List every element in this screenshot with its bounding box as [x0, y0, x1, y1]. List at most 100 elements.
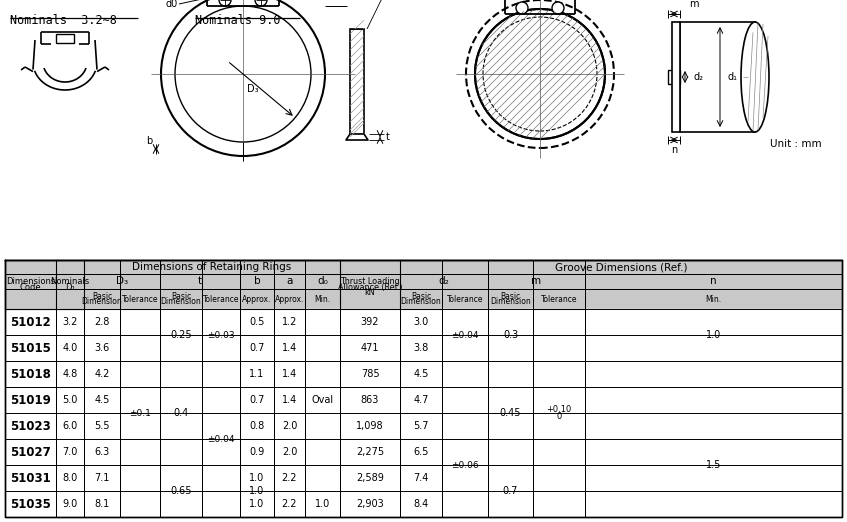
Text: 1.0: 1.0	[249, 486, 264, 496]
Polygon shape	[202, 361, 240, 517]
Polygon shape	[346, 134, 368, 140]
Text: Code: Code	[19, 283, 42, 292]
Text: 1.4: 1.4	[282, 395, 297, 405]
Circle shape	[516, 2, 528, 14]
Text: Tolerance: Tolerance	[202, 294, 239, 303]
Text: 4.5: 4.5	[413, 369, 429, 379]
Text: 1,098: 1,098	[357, 421, 384, 431]
Text: Basic: Basic	[501, 292, 521, 301]
Text: D₁: D₁	[65, 283, 75, 292]
Text: ±0.03: ±0.03	[208, 330, 235, 339]
Polygon shape	[489, 361, 533, 465]
Text: 471: 471	[361, 343, 379, 353]
Text: Groove Dimensions (Ref.): Groove Dimensions (Ref.)	[555, 262, 687, 272]
Polygon shape	[534, 361, 584, 465]
Text: 51012: 51012	[10, 315, 51, 328]
Text: 1.1: 1.1	[249, 369, 264, 379]
Text: Allowance (Ref.): Allowance (Ref.)	[338, 282, 402, 292]
Text: 0: 0	[556, 412, 562, 421]
Text: 392: 392	[361, 317, 379, 327]
Text: 51035: 51035	[10, 497, 51, 511]
Text: d₂: d₂	[693, 72, 703, 82]
Text: Basic: Basic	[91, 292, 112, 301]
Text: Dimension: Dimension	[401, 297, 441, 306]
Text: 0.9: 0.9	[249, 447, 264, 457]
Text: 3.0: 3.0	[413, 317, 429, 327]
Text: Nominals: Nominals	[50, 277, 90, 286]
Text: d₀: d₀	[317, 277, 328, 287]
Text: 6.0: 6.0	[63, 421, 78, 431]
Text: D₃: D₃	[116, 277, 128, 287]
Polygon shape	[442, 310, 488, 361]
Text: 2.2: 2.2	[282, 499, 297, 509]
Text: 0.4: 0.4	[174, 408, 189, 418]
Text: Dimension: Dimension	[161, 297, 202, 306]
Text: ±0.1: ±0.1	[129, 409, 151, 418]
Text: 51018: 51018	[10, 367, 51, 381]
Text: Dimensions of Retaining Rings: Dimensions of Retaining Rings	[132, 262, 291, 272]
Text: 0.65: 0.65	[170, 486, 191, 496]
Polygon shape	[202, 310, 240, 361]
Circle shape	[475, 9, 605, 139]
Polygon shape	[5, 260, 842, 274]
Polygon shape	[241, 466, 274, 517]
Polygon shape	[306, 310, 340, 491]
Text: 1.2: 1.2	[282, 317, 297, 327]
Text: 2.0: 2.0	[282, 447, 297, 457]
Text: Tolerance: Tolerance	[122, 294, 158, 303]
Bar	[56, 34, 74, 43]
Text: 6.3: 6.3	[94, 447, 109, 457]
Polygon shape	[442, 413, 488, 517]
Text: 2,589: 2,589	[356, 473, 384, 483]
Polygon shape	[5, 289, 842, 309]
Text: 7.0: 7.0	[63, 447, 78, 457]
Text: 3.8: 3.8	[413, 343, 429, 353]
Polygon shape	[160, 466, 202, 517]
Circle shape	[552, 2, 564, 14]
Polygon shape	[306, 491, 340, 517]
Text: 3.2: 3.2	[63, 317, 78, 327]
Text: 0.45: 0.45	[500, 408, 521, 418]
Text: Unit : mm: Unit : mm	[770, 139, 822, 149]
Text: 0.7: 0.7	[249, 343, 264, 353]
Text: ±0.04: ±0.04	[208, 434, 235, 444]
Text: 51019: 51019	[10, 394, 51, 407]
Text: 1.0: 1.0	[706, 330, 721, 340]
Text: b: b	[146, 136, 152, 146]
Text: 9.0: 9.0	[63, 499, 78, 509]
Text: t: t	[198, 277, 202, 287]
Text: d₂: d₂	[439, 277, 450, 287]
Text: 4.7: 4.7	[413, 395, 429, 405]
Text: 1.4: 1.4	[282, 369, 297, 379]
Text: Min.: Min.	[706, 294, 722, 303]
Text: Nominals 9.0: Nominals 9.0	[195, 14, 280, 27]
Text: a: a	[348, 0, 354, 1]
Text: 51031: 51031	[10, 471, 51, 484]
Text: Tolerance: Tolerance	[446, 294, 484, 303]
Text: 7.1: 7.1	[94, 473, 110, 483]
Text: 2,903: 2,903	[356, 499, 384, 509]
Text: 0.3: 0.3	[503, 330, 518, 340]
Text: 1.0: 1.0	[249, 473, 264, 483]
Text: 4.8: 4.8	[63, 369, 78, 379]
Text: 5.0: 5.0	[63, 395, 78, 405]
Polygon shape	[160, 361, 202, 465]
Polygon shape	[489, 310, 533, 361]
Text: 51027: 51027	[10, 445, 51, 458]
Text: Basic: Basic	[411, 292, 431, 301]
Text: 7.4: 7.4	[413, 473, 429, 483]
Text: 5.7: 5.7	[413, 421, 429, 431]
Text: 8.1: 8.1	[94, 499, 109, 509]
Text: Approx.: Approx.	[242, 294, 272, 303]
Text: 2.8: 2.8	[94, 317, 110, 327]
Polygon shape	[5, 274, 842, 289]
Text: 2.2: 2.2	[282, 473, 297, 483]
Text: 4.5: 4.5	[94, 395, 110, 405]
Text: 0.5: 0.5	[249, 317, 264, 327]
Text: 785: 785	[361, 369, 379, 379]
Text: Dimension: Dimension	[490, 297, 531, 306]
Bar	[350, 29, 364, 134]
Text: 1.0: 1.0	[249, 499, 264, 509]
Text: 1.5: 1.5	[706, 460, 721, 470]
Text: 4.2: 4.2	[94, 369, 110, 379]
